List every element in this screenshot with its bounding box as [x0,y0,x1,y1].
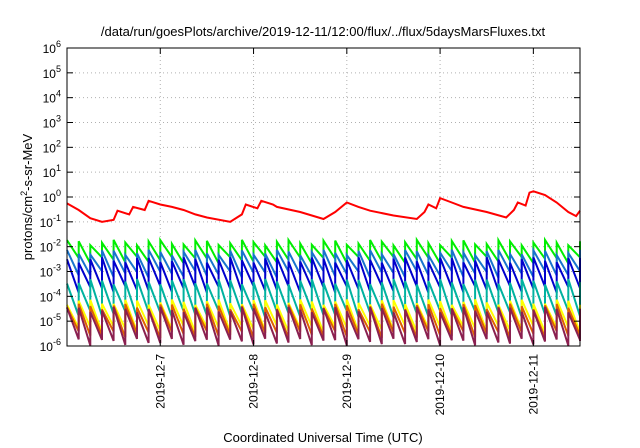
series-line-3 [66,246,581,280]
y-tick-label: 102 [43,138,61,155]
x-axis-label: Coordinated Universal Time (UTC) [223,430,422,445]
y-tick-exp: 2 [56,138,61,148]
x-tick-label: 2019-12-10 [433,354,447,416]
series-layer [66,190,581,346]
y-tick-base: 10 [43,166,57,180]
y-tick-exp: 6 [56,39,61,49]
y-tick-base: 10 [43,92,57,106]
y-tick-label: 10-1 [40,213,61,230]
y-tick-label: 10-4 [40,287,61,304]
y-tick-base: 10 [43,191,57,205]
y-axis-label-prefix: protons/cm [20,196,35,260]
y-tick-base: 10 [40,340,54,354]
y-axis-label: protons/cm2-s-sr-MeV [19,133,35,260]
y-tick-base: 10 [43,117,57,131]
y-tick-exp: -4 [53,287,61,297]
y-tick-base: 10 [43,67,57,81]
y-tick-base: 10 [43,42,57,56]
y-tick-base: 10 [40,266,54,280]
y-tick-label: 100 [43,188,61,205]
y-tick-exp: 4 [56,89,61,99]
y-tick-exp: 0 [56,188,61,198]
x-tick-label: 2019-12-11 [526,354,540,415]
y-tick-exp: 3 [56,114,61,124]
y-tick-label: 104 [43,89,61,106]
y-tick-exp: -5 [53,312,61,322]
series-line-2 [66,236,581,268]
series-line-4 [66,256,581,294]
series-line-5 [66,278,581,318]
series-line-6 [66,299,581,333]
y-tick-label: 106 [43,39,61,56]
y-tick-exp: -1 [53,213,61,223]
tick-marks [67,47,580,347]
y-tick-label: 101 [43,163,61,180]
series-line-8 [66,306,581,346]
x-tick-label: 2019-12-9 [340,354,354,409]
series-line-1 [66,190,581,223]
y-tick-label: 10-3 [40,263,61,280]
x-tick-label: 2019-12-7 [153,354,167,409]
y-tick-base: 10 [40,290,54,304]
y-tick-label: 10-2 [40,238,61,255]
y-tick-exp: 5 [56,64,61,74]
y-axis-label-sup: 2 [19,191,29,196]
y-tick-exp: -2 [53,238,61,248]
y-tick-label: 103 [43,114,61,131]
x-tick-labels: 2019-12-7 2019-12-8 2019-12-9 2019-12-10 201… [153,354,540,416]
y-tick-exp: -3 [53,263,61,273]
y-tick-base: 10 [40,241,54,255]
chart-title: /data/run/goesPlots/archive/2019-12-11/1… [101,24,546,39]
y-tick-base: 10 [40,315,54,329]
x-tick-label: 2019-12-8 [247,354,261,409]
y-tick-exp: 1 [56,163,61,173]
y-tick-label: 105 [43,64,61,81]
y-axis-label-suffix: -s-sr-MeV [20,133,35,190]
y-tick-base: 10 [40,216,54,230]
y-tick-base: 10 [43,141,57,155]
y-tick-exp: -6 [53,337,61,347]
y-tick-label: 10-6 [40,337,61,354]
y-tick-label: 10-5 [40,312,61,329]
y-tick-labels: 10-610-510-410-310-210-11001011021031041… [40,39,61,354]
